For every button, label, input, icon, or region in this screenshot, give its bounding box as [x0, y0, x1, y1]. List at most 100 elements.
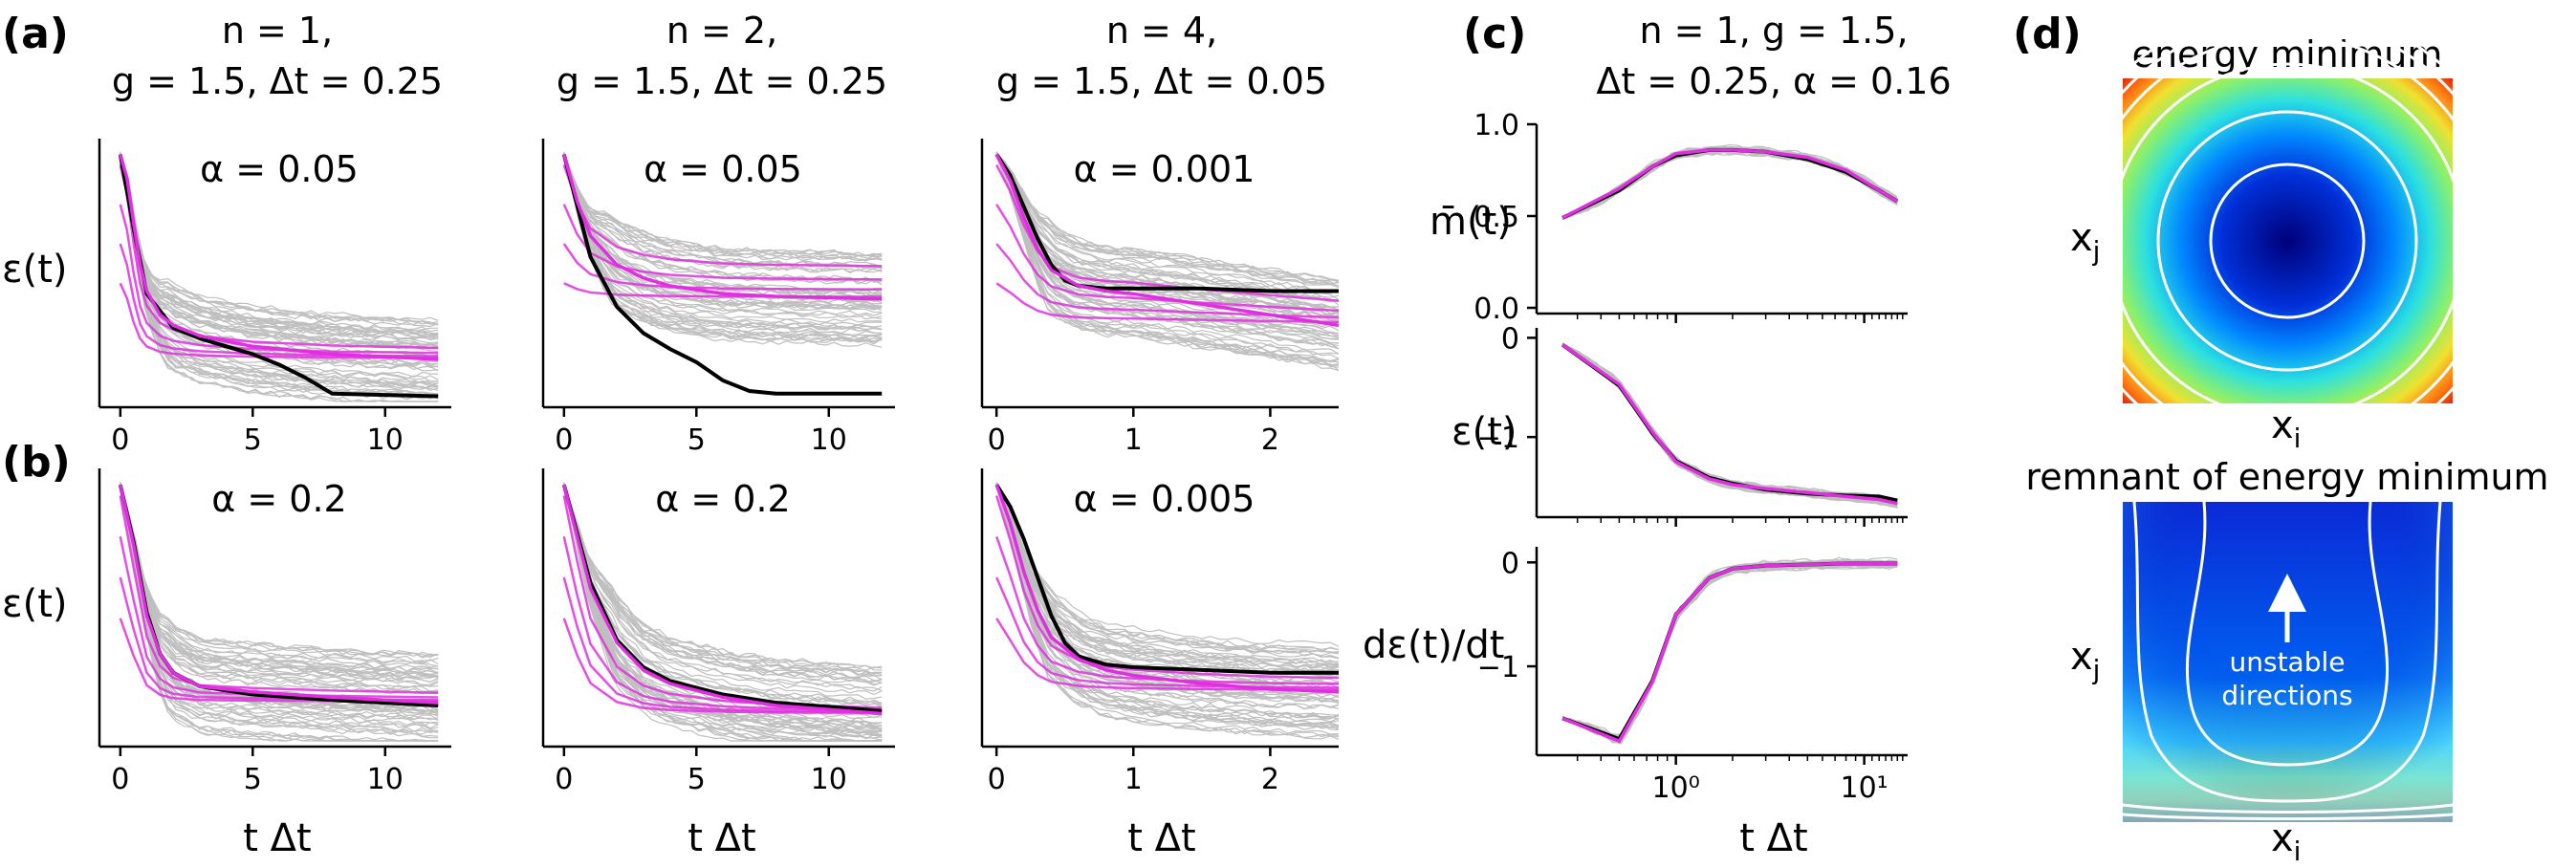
ensemble-trace	[1561, 148, 1898, 218]
ensemble-trace	[995, 484, 1340, 735]
chart-c2: −1 0	[1477, 322, 1908, 527]
ensemble-trace	[1561, 560, 1898, 740]
ensemble-trace	[995, 484, 1340, 666]
theory-line-c1	[1561, 148, 1899, 220]
energy-map-bottom-title: remnant of energy minimum	[2025, 456, 2548, 498]
ensemble-trace	[1561, 149, 1898, 219]
y-label-b-row: ε(t)	[2, 582, 68, 626]
y-tick-label-c2: −1	[1477, 422, 1519, 455]
ensemble-trace	[563, 152, 883, 306]
ensemble-c3	[1561, 556, 1898, 745]
ensemble-trace	[1561, 344, 1898, 503]
ensemble-trace	[1561, 560, 1898, 741]
initial-condition-curve	[995, 618, 1340, 691]
ensemble-trace	[120, 485, 439, 742]
ensemble-trace	[995, 482, 1340, 657]
initial-condition-curve	[119, 282, 439, 359]
theory-line-b3	[994, 484, 1340, 694]
ensemble-trace	[1561, 342, 1898, 503]
ensemble-trace	[1561, 559, 1898, 739]
alpha-annotation-a3: α = 0.001	[1074, 148, 1255, 190]
ensemble-trace	[1561, 146, 1898, 219]
column-title-1-line1: n = 1,	[222, 10, 333, 52]
unstable-directions-line1: unstable	[2230, 646, 2346, 678]
ensemble-trace	[120, 153, 439, 382]
ensemble-trace	[995, 153, 1340, 311]
initial-condition-curve	[119, 618, 439, 704]
ensemble-trace	[995, 154, 1340, 282]
theory-line-c3	[1561, 561, 1898, 744]
panel-label-a: (a)	[2, 10, 69, 58]
ensemble-trace	[1561, 148, 1898, 219]
ensemble-trace	[995, 486, 1340, 668]
ensemble-trace	[563, 154, 883, 330]
x-tick-label-b2: 0	[555, 763, 573, 796]
theory-line-b2	[562, 484, 883, 716]
ensemble-trace	[1561, 344, 1898, 504]
ensemble-trace	[995, 153, 1340, 355]
ensemble-trace	[1561, 147, 1898, 219]
ensemble-trace	[995, 154, 1340, 283]
ensemble-trace	[563, 154, 883, 316]
x-tick-label-a2: 0	[555, 423, 573, 457]
ensemble-trace	[120, 154, 439, 328]
initial-condition-curve	[995, 282, 1340, 324]
ensemble-trace	[1561, 147, 1898, 219]
ensemble-trace	[563, 154, 883, 331]
ensemble-trace	[120, 484, 439, 714]
panel-label-b: (b)	[2, 438, 71, 487]
contour-4	[2080, 33, 2495, 448]
ensemble-trace	[563, 152, 883, 296]
ensemble-trace	[563, 482, 883, 742]
ensemble-trace	[120, 483, 439, 742]
ensemble-trace	[1561, 563, 1898, 743]
ensemble-trace	[995, 151, 1340, 335]
x-tick-label-b3: 2	[1261, 763, 1279, 796]
ensemble-trace	[120, 485, 439, 692]
ensemble-trace	[1561, 343, 1898, 504]
x-label-col3: t Δt	[1127, 816, 1195, 860]
contour-bottom-2	[2122, 813, 2454, 820]
ensemble-trace	[995, 151, 1340, 356]
energy-map-bottom-contours	[2122, 501, 2454, 820]
ensemble-trace	[563, 151, 883, 273]
ensemble-trace	[1562, 558, 1898, 736]
ensemble-trace	[1561, 563, 1898, 742]
ensemble-trace	[120, 153, 439, 350]
ensemble-trace	[1561, 143, 1898, 220]
ensemble-trace	[1562, 150, 1898, 218]
ensemble-trace	[120, 152, 439, 325]
x-tick-label-a1: 0	[111, 423, 129, 457]
column-title-2-line2: g = 1.5, Δt = 0.25	[557, 60, 887, 102]
y-tick-label-c1: 1.0	[1474, 109, 1519, 142]
ensemble-trace	[120, 482, 439, 726]
x-tick-label-c3: 10¹	[1841, 771, 1888, 805]
ensemble-trace	[120, 485, 439, 657]
ensemble-b2	[563, 482, 883, 742]
mean-line-c1	[1561, 147, 1899, 220]
contour-5	[2063, 17, 2511, 465]
ensemble-trace	[563, 482, 883, 705]
ensemble-trace	[995, 482, 1340, 654]
ensemble-trace	[1562, 559, 1898, 737]
chart-a1: 0 5 10 α = 0.05	[98, 139, 451, 457]
initial-condition-curve	[995, 535, 1340, 685]
ensemble-trace	[1561, 561, 1898, 741]
ensemble-trace	[1561, 149, 1898, 221]
contour-6	[2051, 5, 2523, 477]
ensemble-trace	[995, 151, 1340, 294]
chart-b2: 0 5 10 α = 0.2	[541, 468, 895, 796]
ensemble-trace	[1561, 149, 1898, 219]
ensemble-trace	[1561, 148, 1898, 218]
ensemble-trace	[1561, 146, 1898, 219]
chart-c1: 0.0 0.5 1.0	[1474, 109, 1908, 326]
ensemble-trace	[120, 156, 439, 340]
chart-b1: 0 5 10 α = 0.2	[98, 468, 451, 796]
initial-condition-curve	[562, 576, 883, 714]
contour-inner	[2185, 501, 2390, 767]
x-tick-label-b2: 10	[811, 763, 847, 796]
ensemble-trace	[1562, 561, 1898, 738]
x-tick-label-a1: 10	[367, 423, 404, 457]
